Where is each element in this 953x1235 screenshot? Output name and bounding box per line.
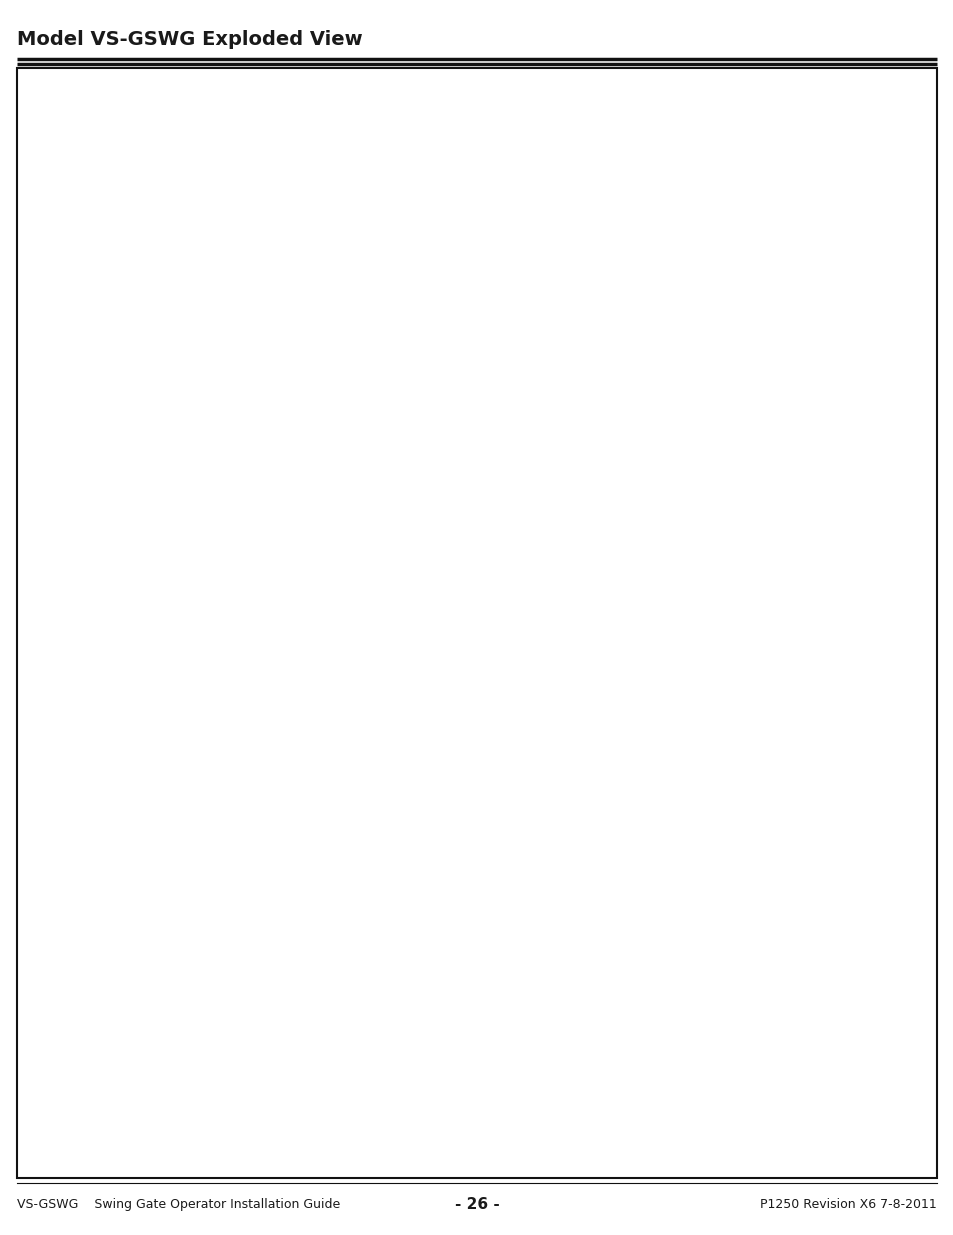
Bar [17,68,936,1178]
Text: VS-GSWG    Swing Gate Operator Installation Guide: VS-GSWG Swing Gate Operator Installation… [17,1198,340,1210]
Text: - 26 -: - 26 - [455,1197,498,1212]
Text: Model VS-GSWG Exploded View: Model VS-GSWG Exploded View [17,31,362,49]
Text: P1250 Revision X6 7-8-2011: P1250 Revision X6 7-8-2011 [760,1198,936,1210]
